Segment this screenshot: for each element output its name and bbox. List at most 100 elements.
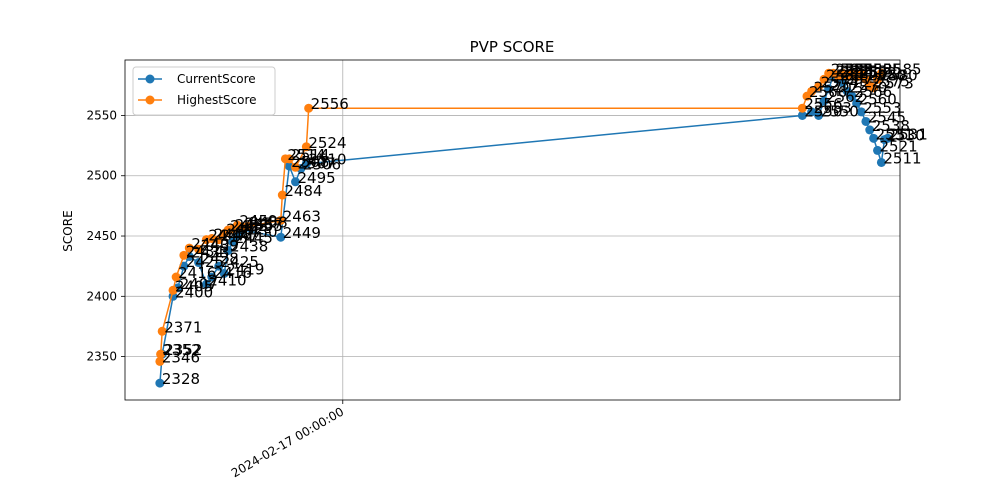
data-point-highestscore xyxy=(814,82,824,92)
data-label-currentscore: 2506 xyxy=(303,156,341,174)
data-label-highestscore: 2484 xyxy=(284,182,322,200)
data-label-currentscore: 2450 xyxy=(239,223,277,241)
data-label-currentscore: 2495 xyxy=(298,169,336,187)
data-point-currentscore xyxy=(155,378,165,388)
data-label-highestscore: 2585 xyxy=(835,60,873,78)
data-point-currentscore xyxy=(214,261,224,271)
data-point-currentscore xyxy=(797,110,807,120)
data-label-currentscore: 2550 xyxy=(821,102,859,120)
data-label-currentscore: 2425 xyxy=(221,253,259,271)
chart-title: PVP SCORE xyxy=(470,38,555,56)
data-label-highestscore: 2556 xyxy=(804,95,842,113)
data-label-currentscore: 2545 xyxy=(868,108,906,126)
data-label-highestscore: 2556 xyxy=(311,95,349,113)
data-label-currentscore: 2531 xyxy=(890,125,928,143)
data-label-highestscore: 2580 xyxy=(880,66,918,84)
data-point-currentscore xyxy=(201,279,211,289)
data-label-highestscore: 2440 xyxy=(191,235,229,253)
series-layer xyxy=(155,68,893,388)
data-label-highestscore: 2514 xyxy=(291,146,329,164)
data-point-highestscore xyxy=(876,68,886,78)
data-point-currentscore xyxy=(291,177,300,187)
data-label-highestscore: 2352 xyxy=(163,341,201,359)
legend-label-highestscore: HighestScore xyxy=(177,93,257,107)
data-label-currentscore: 2352 xyxy=(164,341,202,359)
data-label-currentscore: 2407 xyxy=(180,275,218,293)
data-label-highestscore: 2439 xyxy=(201,236,239,254)
data-label-currentscore: 2583 xyxy=(835,63,873,81)
data-point-highestscore xyxy=(157,326,167,336)
data-label-highestscore: 2570 xyxy=(814,78,852,96)
data-point-highestscore xyxy=(214,235,224,245)
data-label-currentscore: 2433 xyxy=(191,244,229,262)
data-point-highestscore xyxy=(277,190,287,200)
data-label-highestscore: 2585 xyxy=(845,60,883,78)
data-label-highestscore: 2416 xyxy=(178,264,216,282)
data-label-highestscore: 2434 xyxy=(186,242,224,260)
data-point-currentscore xyxy=(873,145,883,155)
grid xyxy=(125,60,900,400)
data-point-highestscore xyxy=(171,272,181,282)
legend-box xyxy=(132,66,276,116)
data-label-highestscore: 2573 xyxy=(876,75,914,93)
data-point-highestscore xyxy=(155,356,165,366)
data-point-currentscore xyxy=(819,96,829,106)
data-label-highestscore: 2458 xyxy=(249,213,287,231)
data-label-highestscore: 2507 xyxy=(298,154,336,172)
data-point-currentscore xyxy=(232,231,242,241)
data-point-highestscore xyxy=(242,221,252,231)
data-point-currentscore xyxy=(883,133,893,143)
data-label-highestscore: 2371 xyxy=(164,318,202,336)
data-labels: 2328235224002407242524332428241024162425… xyxy=(162,60,928,388)
y-tick-label: 2400 xyxy=(86,289,117,303)
data-label-currentscore: 2328 xyxy=(162,370,200,388)
y-tick-label: 2550 xyxy=(86,108,117,122)
data-label-highestscore: 2447 xyxy=(208,227,246,245)
data-label-currentscore: 2538 xyxy=(872,117,910,135)
data-label-currentscore: 2449 xyxy=(283,224,321,242)
legend: CurrentScore HighestScore xyxy=(132,66,276,116)
data-label-currentscore: 2550 xyxy=(804,102,842,120)
data-point-currentscore xyxy=(194,258,204,268)
data-point-highestscore xyxy=(797,103,807,113)
data-point-currentscore xyxy=(814,110,824,120)
data-point-currentscore xyxy=(852,98,862,108)
data-label-currentscore: 2416 xyxy=(214,264,252,282)
data-point-currentscore xyxy=(179,261,189,271)
data-label-currentscore: 2455 xyxy=(245,217,283,235)
data-label-currentscore: 2553 xyxy=(863,99,901,117)
data-label-currentscore: 2530 xyxy=(887,127,925,145)
data-point-highestscore xyxy=(156,349,166,359)
data-label-highestscore: 2455 xyxy=(230,217,268,235)
data-point-currentscore xyxy=(824,84,834,94)
data-label-currentscore: 2511 xyxy=(883,149,921,167)
data-point-highestscore xyxy=(291,162,300,172)
data-point-highestscore xyxy=(301,142,311,152)
data-label-highestscore: 2585 xyxy=(854,60,892,78)
data-point-highestscore xyxy=(207,233,217,243)
data-label-currentscore: 2425 xyxy=(186,253,224,271)
data-label-highestscore: 2585 xyxy=(831,60,869,78)
data-label-highestscore: 2583 xyxy=(840,63,878,81)
data-label-currentscore: 2438 xyxy=(230,237,268,255)
y-tick-label: 2350 xyxy=(86,350,117,364)
data-label-highestscore: 2514 xyxy=(287,146,325,164)
data-point-currentscore xyxy=(276,232,286,242)
data-label-highestscore: 2452 xyxy=(226,221,264,239)
data-label-currentscore: 2566 xyxy=(854,83,892,101)
data-label-highestscore: 2524 xyxy=(308,134,346,152)
data-label-currentscore: 2553 xyxy=(814,99,852,117)
data-point-currentscore xyxy=(847,91,857,101)
y-axis-label: SCORE xyxy=(61,210,75,251)
data-label-currentscore: 2510 xyxy=(308,151,346,169)
data-label-highestscore: 2447 xyxy=(221,227,259,245)
data-label-highestscore: 2463 xyxy=(283,207,321,225)
y-tick-label: 2450 xyxy=(86,229,117,243)
data-point-currentscore xyxy=(207,272,217,282)
data-point-highestscore xyxy=(168,285,178,295)
data-point-currentscore xyxy=(838,78,848,88)
data-label-currentscore: 2428 xyxy=(201,250,239,268)
data-label-highestscore: 2575 xyxy=(872,72,910,90)
data-label-highestscore: 2580 xyxy=(826,66,864,84)
